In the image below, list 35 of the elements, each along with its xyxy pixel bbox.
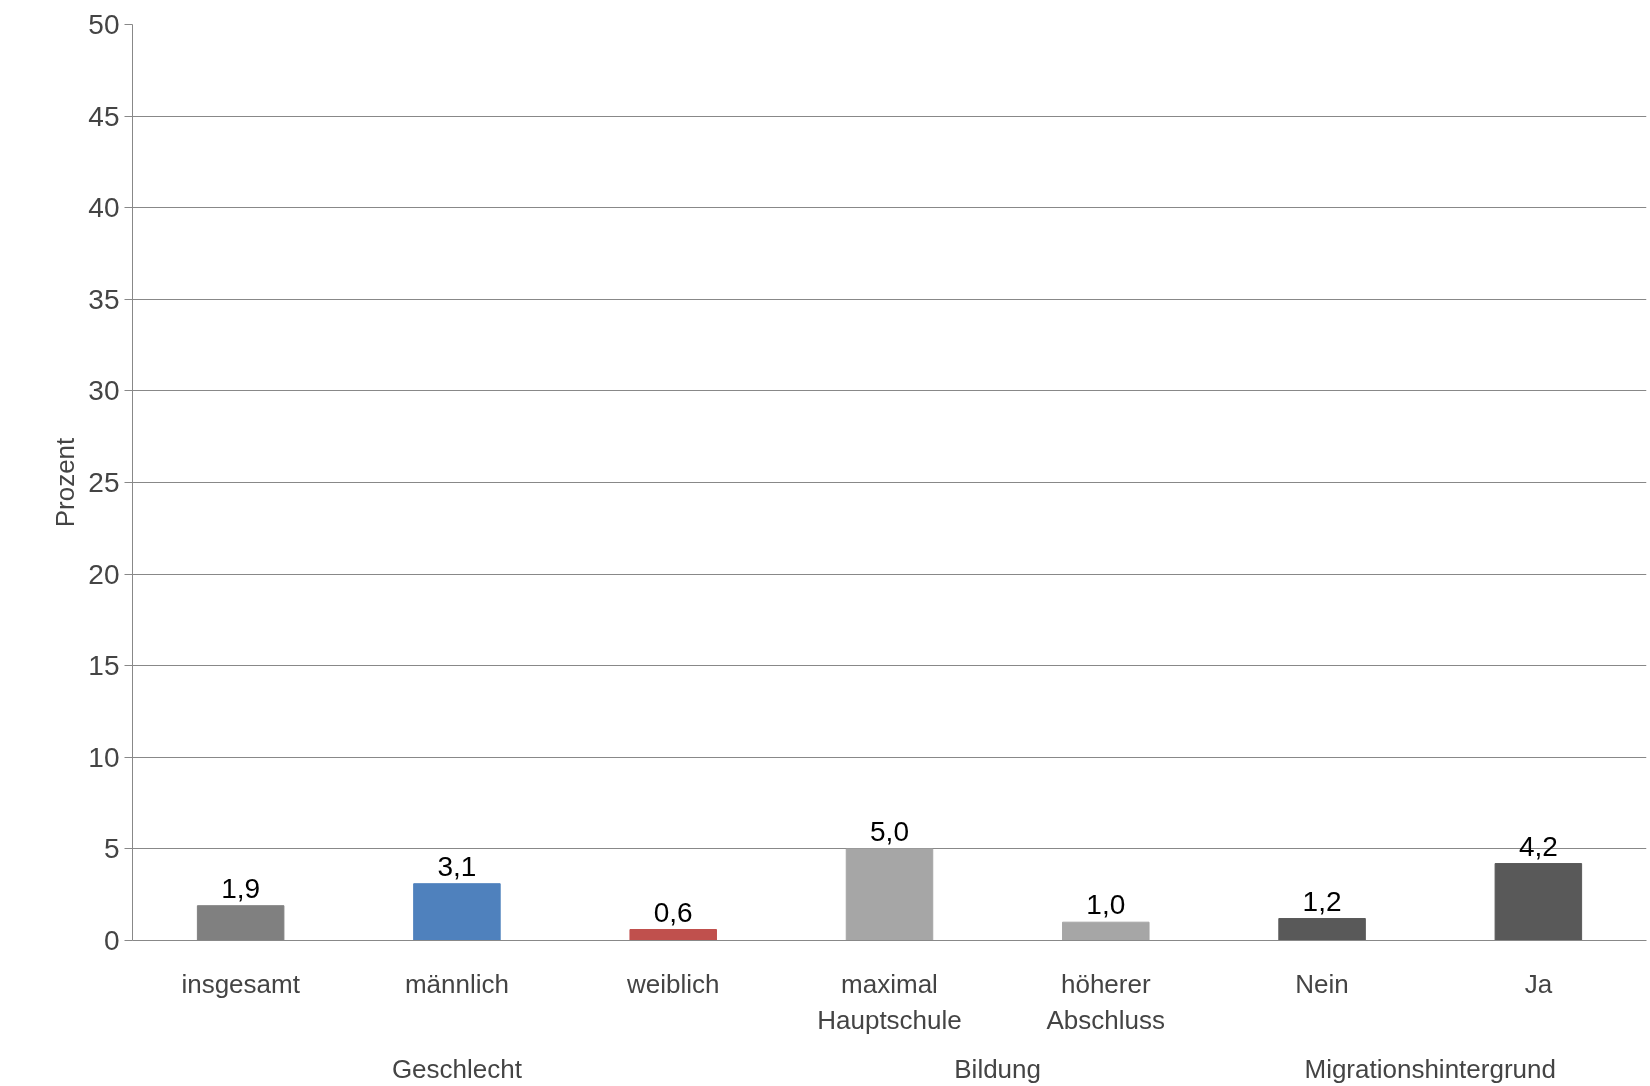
data-label: 3,1 bbox=[437, 850, 477, 882]
bar bbox=[1062, 921, 1150, 941]
data-label: 1,0 bbox=[1086, 889, 1126, 921]
y-tick-label: 50 bbox=[88, 9, 120, 40]
x-tick-label: maximal Hauptschule bbox=[817, 968, 962, 1035]
data-label: 4,2 bbox=[1518, 830, 1558, 862]
bar bbox=[629, 929, 717, 941]
x-tick-label: Ja bbox=[1524, 968, 1553, 999]
data-label: 5,0 bbox=[870, 815, 909, 847]
y-tick-label: 20 bbox=[88, 558, 120, 590]
x-tick-label: weiblich bbox=[625, 968, 720, 999]
x-tick-label: männlich bbox=[404, 968, 509, 999]
y-tick-label: 10 bbox=[88, 741, 120, 773]
bar bbox=[1494, 863, 1583, 941]
text: Migrationshintergrund bbox=[1304, 1053, 1556, 1084]
y-axis-title: Prozent bbox=[50, 436, 81, 528]
text: Bildung bbox=[954, 1053, 1042, 1084]
y-tick-label: 0 bbox=[103, 925, 120, 956]
data-label: 1,9 bbox=[221, 872, 261, 904]
y-tick-label: 45 bbox=[88, 100, 120, 132]
bar bbox=[413, 883, 501, 941]
data-label: 0,6 bbox=[653, 896, 693, 928]
x-tick-label: insgesamt bbox=[181, 968, 301, 999]
bar bbox=[1278, 918, 1366, 941]
x-tick-label: höherer Abschluss bbox=[1046, 968, 1166, 1035]
y-tick-label: 40 bbox=[88, 192, 120, 224]
text: Geschlecht bbox=[391, 1053, 523, 1084]
y-tick-label: 30 bbox=[88, 375, 120, 407]
x-tick-label: Nein bbox=[1295, 968, 1349, 999]
data-label: 1,2 bbox=[1302, 885, 1342, 917]
bar bbox=[845, 848, 934, 941]
y-tick-label: 35 bbox=[88, 283, 120, 315]
y-tick-label: 15 bbox=[88, 650, 120, 682]
y-tick-label: 5 bbox=[103, 833, 120, 865]
y-tick-label: 25 bbox=[88, 467, 120, 498]
